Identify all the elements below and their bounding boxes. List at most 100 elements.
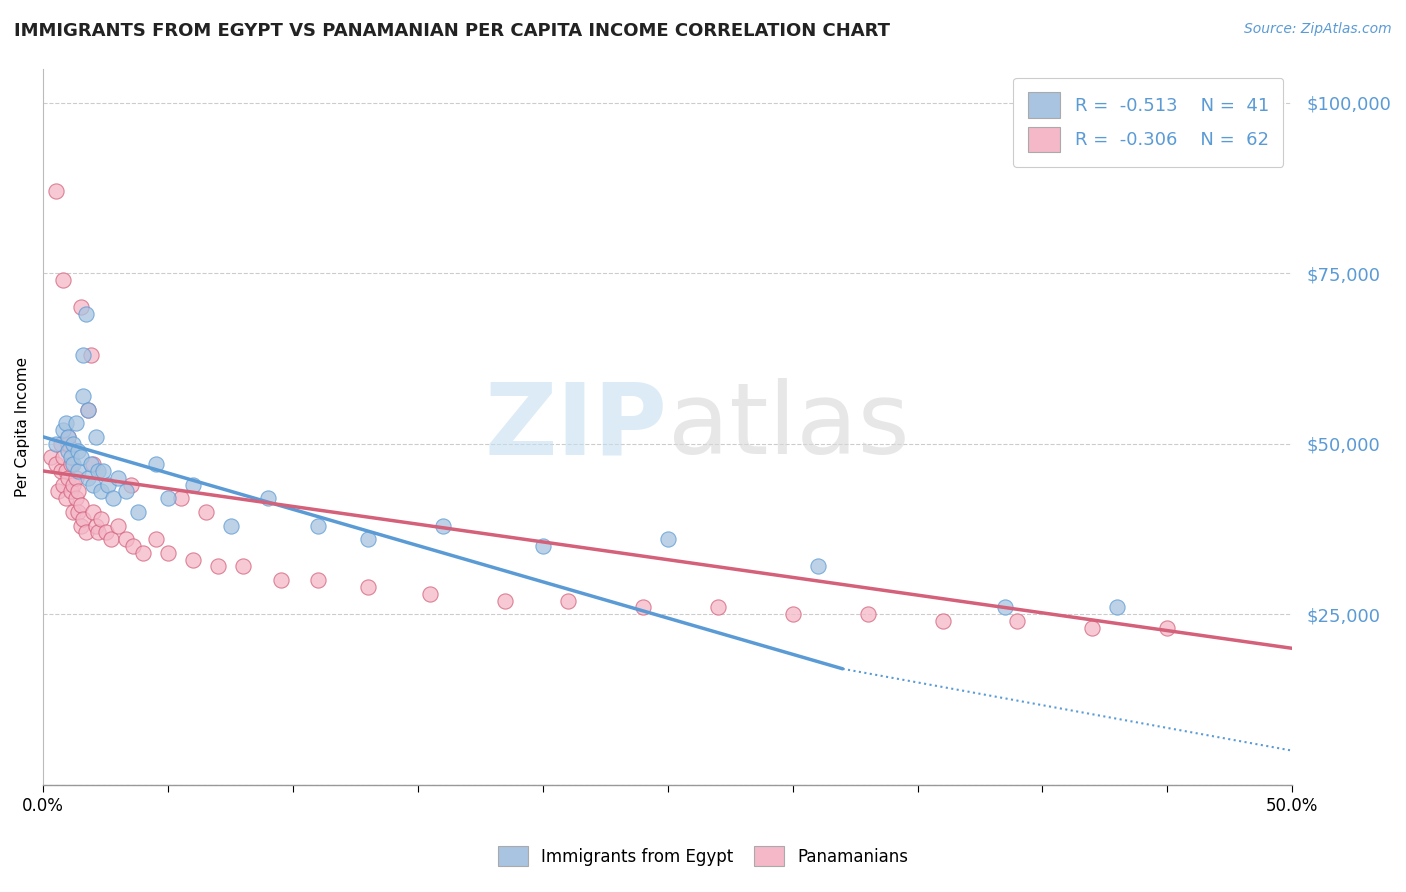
Point xyxy=(94,525,117,540)
Point xyxy=(56,436,79,450)
Point xyxy=(120,477,142,491)
Point xyxy=(1007,614,1029,628)
Point xyxy=(55,491,77,506)
Point xyxy=(494,593,516,607)
Point xyxy=(84,430,107,444)
Point xyxy=(114,532,136,546)
Point xyxy=(77,471,100,485)
Point xyxy=(181,477,204,491)
Point xyxy=(62,436,84,450)
Point xyxy=(69,518,91,533)
Point xyxy=(55,416,77,430)
Point xyxy=(100,532,122,546)
Point xyxy=(72,348,94,362)
Point xyxy=(45,436,67,450)
Point xyxy=(657,532,679,546)
Point xyxy=(357,580,380,594)
Point xyxy=(75,525,97,540)
Point xyxy=(357,532,380,546)
Point xyxy=(49,436,72,450)
Point xyxy=(706,600,728,615)
Point xyxy=(91,464,114,478)
Point xyxy=(856,607,879,622)
Point xyxy=(79,348,101,362)
Point xyxy=(56,443,79,458)
Point xyxy=(257,491,280,506)
Point xyxy=(207,559,229,574)
Text: ZIP: ZIP xyxy=(485,378,668,475)
Point xyxy=(931,614,953,628)
Point xyxy=(72,512,94,526)
Point xyxy=(219,518,242,533)
Point xyxy=(90,512,112,526)
Point xyxy=(52,273,75,287)
Point xyxy=(39,450,62,465)
Point xyxy=(52,477,75,491)
Point xyxy=(531,539,554,553)
Point xyxy=(82,505,104,519)
Point xyxy=(62,457,84,471)
Point xyxy=(631,600,654,615)
Point xyxy=(67,484,90,499)
Point xyxy=(145,457,167,471)
Point xyxy=(194,505,217,519)
Point xyxy=(97,477,120,491)
Text: Source: ZipAtlas.com: Source: ZipAtlas.com xyxy=(1244,22,1392,37)
Point xyxy=(419,587,441,601)
Point xyxy=(157,546,180,560)
Point xyxy=(56,430,79,444)
Point xyxy=(45,184,67,198)
Text: atlas: atlas xyxy=(668,378,910,475)
Point xyxy=(77,402,100,417)
Text: IMMIGRANTS FROM EGYPT VS PANAMANIAN PER CAPITA INCOME CORRELATION CHART: IMMIGRANTS FROM EGYPT VS PANAMANIAN PER … xyxy=(14,22,890,40)
Point xyxy=(55,464,77,478)
Point xyxy=(75,307,97,321)
Point xyxy=(59,457,82,471)
Point xyxy=(56,471,79,485)
Point xyxy=(169,491,191,506)
Point xyxy=(49,464,72,478)
Point xyxy=(114,484,136,499)
Point xyxy=(232,559,254,574)
Point xyxy=(67,464,90,478)
Point xyxy=(69,498,91,512)
Point xyxy=(132,546,155,560)
Point xyxy=(65,491,87,506)
Point xyxy=(82,477,104,491)
Point xyxy=(127,505,149,519)
Point xyxy=(157,491,180,506)
Y-axis label: Per Capita Income: Per Capita Income xyxy=(15,357,30,497)
Point xyxy=(77,402,100,417)
Point xyxy=(122,539,145,553)
Point xyxy=(84,518,107,533)
Point xyxy=(62,505,84,519)
Point xyxy=(69,450,91,465)
Point xyxy=(65,416,87,430)
Legend: R =  -0.513    N =  41, R =  -0.306    N =  62: R = -0.513 N = 41, R = -0.306 N = 62 xyxy=(1014,78,1284,167)
Point xyxy=(79,457,101,471)
Point xyxy=(107,471,129,485)
Point xyxy=(82,457,104,471)
Point xyxy=(90,484,112,499)
Point xyxy=(56,430,79,444)
Point xyxy=(1081,621,1104,635)
Point xyxy=(101,491,124,506)
Point xyxy=(65,471,87,485)
Point xyxy=(69,300,91,314)
Point xyxy=(557,593,579,607)
Point xyxy=(1107,600,1129,615)
Legend: Immigrants from Egypt, Panamanians: Immigrants from Egypt, Panamanians xyxy=(489,838,917,875)
Point xyxy=(145,532,167,546)
Point xyxy=(994,600,1017,615)
Point xyxy=(45,457,67,471)
Point xyxy=(62,477,84,491)
Point xyxy=(59,484,82,499)
Point xyxy=(46,484,69,499)
Point xyxy=(181,552,204,566)
Point xyxy=(432,518,454,533)
Point xyxy=(307,518,329,533)
Point xyxy=(107,518,129,533)
Point xyxy=(52,423,75,437)
Point xyxy=(307,573,329,587)
Point xyxy=(72,389,94,403)
